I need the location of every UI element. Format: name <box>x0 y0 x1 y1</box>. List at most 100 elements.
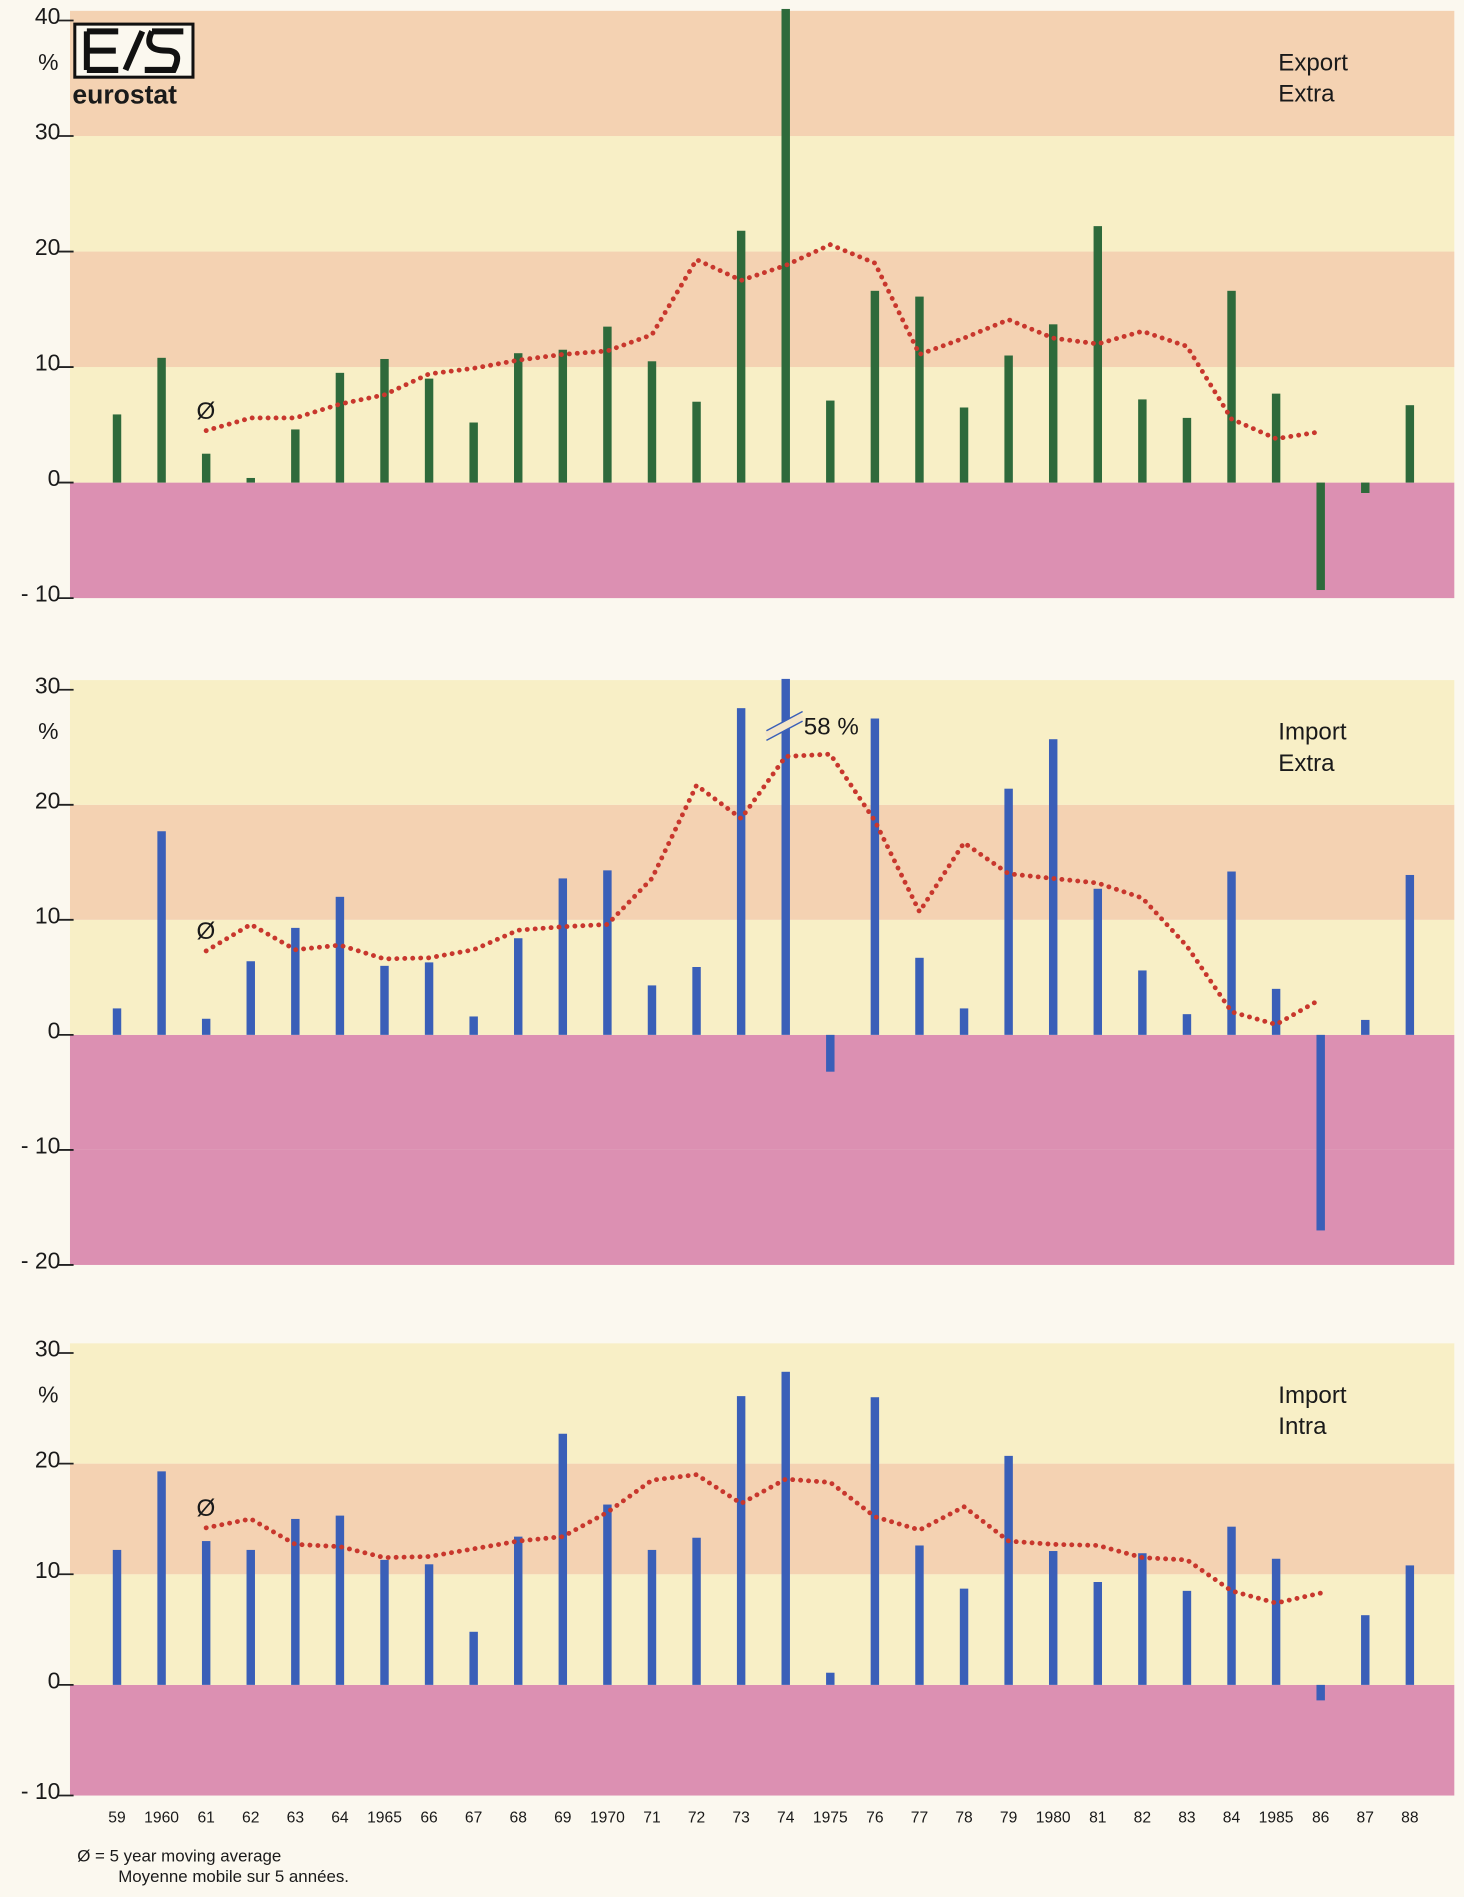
panel-title: Import <box>1278 1382 1347 1409</box>
axis-break <box>766 720 803 742</box>
y-tick-label: 30 <box>35 119 60 145</box>
value-label: 58 % <box>804 714 859 741</box>
bar <box>959 407 969 483</box>
logo-mark <box>83 28 184 73</box>
bar <box>647 1549 657 1685</box>
bar <box>870 1397 880 1685</box>
x-tick-label: 87 <box>1357 1810 1374 1827</box>
x-tick-label: 79 <box>1000 1810 1017 1827</box>
axis-break <box>764 713 805 739</box>
bar <box>291 429 300 483</box>
bar <box>469 1016 478 1035</box>
bar <box>1271 988 1281 1035</box>
bar <box>246 1549 255 1685</box>
band <box>69 804 1455 920</box>
axis-break <box>766 710 803 732</box>
x-tick-label: 1960 <box>144 1810 179 1827</box>
bar <box>826 400 835 483</box>
bar <box>915 1545 924 1685</box>
bar <box>1271 1558 1281 1685</box>
bar <box>1361 1019 1370 1035</box>
y-tick-label: 0 <box>48 1018 61 1044</box>
bar <box>1405 874 1415 1035</box>
footnote: Moyenne mobile sur 5 années. <box>118 1867 349 1886</box>
bar <box>424 378 434 483</box>
bar <box>380 965 389 1035</box>
panel-title: Export <box>1278 49 1348 76</box>
bar <box>826 1034 835 1072</box>
logo-text: eurostat <box>72 79 177 109</box>
band <box>69 1343 1455 1464</box>
unit-label: % <box>38 1381 58 1407</box>
y-tick-label: - 10 <box>21 1133 60 1159</box>
bar <box>514 938 523 1035</box>
bar <box>959 1008 969 1035</box>
series-name: Ø <box>197 918 216 945</box>
bar <box>736 708 746 1035</box>
bar <box>1138 970 1147 1035</box>
bar <box>1361 1615 1370 1685</box>
bar <box>469 422 478 483</box>
bar <box>915 296 924 483</box>
y-tick-label: 20 <box>35 234 60 260</box>
bar <box>1004 788 1013 1035</box>
x-tick-label: 73 <box>732 1810 750 1827</box>
bar <box>469 1631 478 1685</box>
y-tick-label: 10 <box>35 902 60 928</box>
bar <box>291 927 300 1035</box>
series-name: Ø <box>197 398 216 425</box>
logo: eurostat <box>72 22 195 109</box>
bar <box>1361 482 1370 493</box>
bar <box>1182 1014 1192 1035</box>
x-tick-label: 78 <box>955 1810 973 1827</box>
bar <box>1004 355 1013 483</box>
x-tick-label: 71 <box>643 1810 660 1827</box>
bar <box>826 1672 835 1685</box>
y-tick-label: 10 <box>35 1557 60 1583</box>
y-tick-label: 20 <box>35 1446 60 1472</box>
bar <box>603 326 612 483</box>
x-tick-label: 83 <box>1178 1810 1196 1827</box>
bar <box>1093 888 1103 1035</box>
bar <box>1093 1581 1103 1685</box>
bar <box>870 718 880 1035</box>
footnote: Ø = 5 year moving average <box>77 1846 281 1865</box>
x-tick-label: 1985 <box>1259 1810 1294 1827</box>
bar <box>692 966 701 1035</box>
bar <box>514 1536 523 1685</box>
bar <box>1048 324 1058 483</box>
x-tick-label: 86 <box>1312 1810 1330 1827</box>
bar <box>1182 1590 1192 1685</box>
bar <box>157 357 166 483</box>
bar <box>157 831 166 1035</box>
bar <box>870 290 880 483</box>
bar <box>201 1018 211 1035</box>
bar <box>201 453 211 483</box>
bar <box>1405 1565 1415 1685</box>
bar <box>603 870 612 1035</box>
x-tick-label: 66 <box>420 1810 438 1827</box>
bar <box>380 358 389 483</box>
y-tick-label: 0 <box>48 1668 61 1694</box>
bar <box>959 1588 969 1685</box>
band <box>69 919 1455 1035</box>
bar <box>424 1564 434 1685</box>
moving-average-line <box>203 242 1324 442</box>
moving-average-line <box>203 751 1324 1028</box>
x-tick-label: 61 <box>197 1810 214 1827</box>
band <box>69 680 1455 805</box>
panel-title: Import <box>1278 719 1347 746</box>
y-tick-label: 30 <box>35 672 60 698</box>
panel-title: Intra <box>1278 1413 1327 1440</box>
x-tick-label: 74 <box>777 1810 795 1827</box>
x-tick-label: 1975 <box>813 1810 848 1827</box>
series-name: Ø <box>197 1495 216 1522</box>
bar <box>246 477 255 483</box>
bar <box>692 401 701 483</box>
bar <box>1093 226 1103 483</box>
y-tick-label: - 20 <box>21 1248 60 1274</box>
bar <box>380 1559 389 1685</box>
bar <box>424 962 434 1035</box>
y-tick-label: - 10 <box>21 1778 60 1804</box>
band <box>69 1463 1455 1575</box>
